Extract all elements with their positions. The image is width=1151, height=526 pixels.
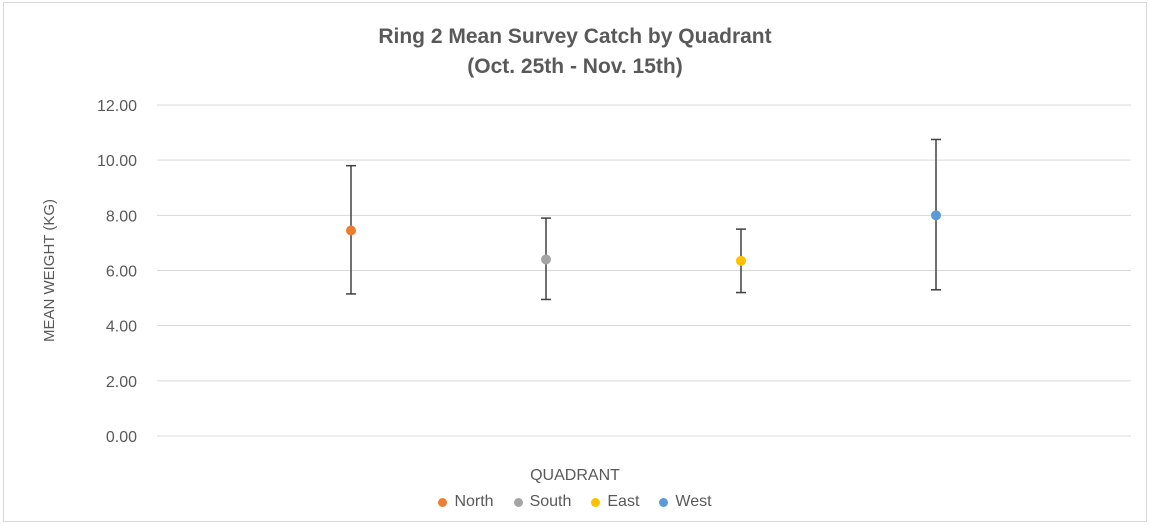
legend-item-north: North xyxy=(438,493,494,511)
data-point-west xyxy=(931,210,941,221)
data-point-north xyxy=(346,225,356,236)
y-tick-label: 6.00 xyxy=(106,264,137,281)
legend-swatch xyxy=(438,497,448,507)
legend-label: North xyxy=(454,493,494,510)
data-point-east xyxy=(736,255,746,266)
y-tick-label: 4.00 xyxy=(106,319,137,336)
plot-area: 0.00 2.00 4.00 6.00 8.00 10.00 12.00 MEAN WEIGH… xyxy=(41,98,1131,446)
legend-swatch xyxy=(659,497,669,507)
y-tick-label: 2.00 xyxy=(106,374,137,391)
legend-item-west: West xyxy=(659,493,712,511)
chart-subtitle: (Oct. 25th - Nov. 15th) xyxy=(467,55,683,78)
legend-label: East xyxy=(607,493,640,510)
legend-item-east: East xyxy=(591,493,639,511)
x-axis-title: QUADRANT xyxy=(530,467,620,484)
data-point-south xyxy=(541,254,551,265)
y-tick-label: 0.00 xyxy=(106,429,137,446)
legend-label: South xyxy=(529,493,572,510)
chart-frame: Ring 2 Mean Survey Catch by Quadrant (Oc… xyxy=(3,2,1147,522)
y-tick-label: 10.00 xyxy=(97,153,137,170)
legend: North South East West xyxy=(4,493,1146,511)
y-tick-label: 12.00 xyxy=(97,98,137,115)
y-tick-label: 8.00 xyxy=(106,208,137,225)
legend-item-south: South xyxy=(513,493,572,511)
legend-swatch xyxy=(591,497,601,507)
y-axis-title: MEAN WEIGHT (KG) xyxy=(41,199,58,342)
legend-swatch xyxy=(513,497,523,507)
chart-title: Ring 2 Mean Survey Catch by Quadrant xyxy=(378,25,772,48)
legend-label: West xyxy=(675,493,712,510)
